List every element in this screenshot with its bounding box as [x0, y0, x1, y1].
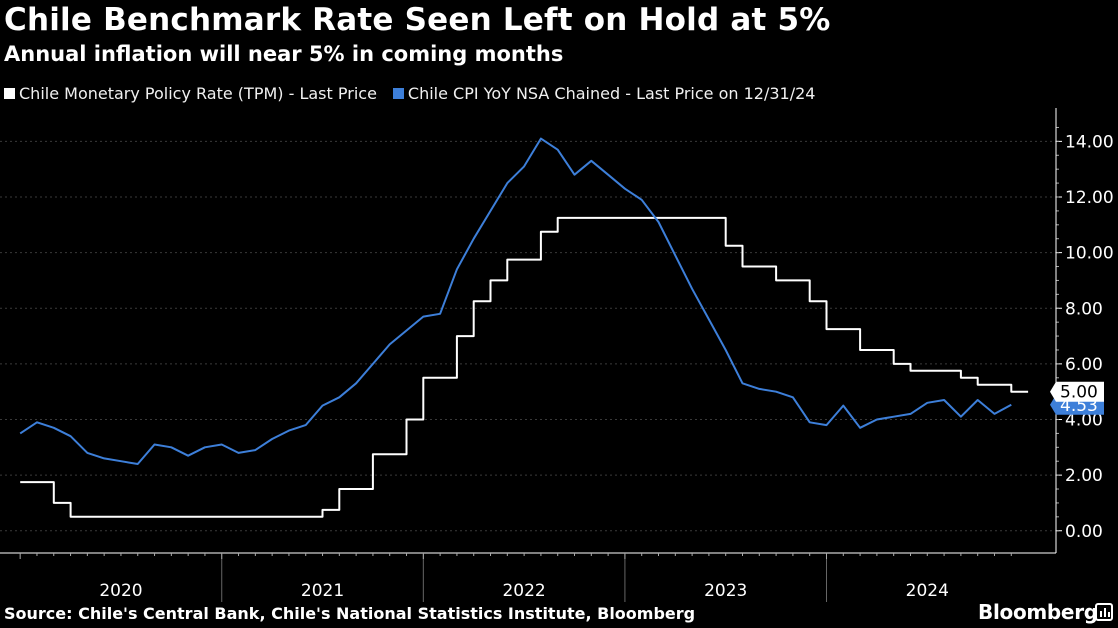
- legend-label-rate: Chile Monetary Policy Rate (TPM) - Last …: [19, 84, 377, 103]
- y-tick-label: 10.00: [1065, 244, 1114, 264]
- x-tick-label: 2024: [906, 581, 949, 601]
- x-tick-label: 2020: [99, 581, 142, 601]
- series-line-policy-rate: [20, 216, 1029, 518]
- series-line-cpi: [19, 137, 1012, 465]
- legend-swatch-cpi: [392, 88, 404, 99]
- last-value-label-rate: 5.00: [1060, 383, 1098, 403]
- y-tick-label: 8.00: [1065, 299, 1103, 319]
- brand-logo: Bloomberg: [978, 600, 1098, 624]
- chart-title: Chile Benchmark Rate Seen Left on Hold a…: [4, 2, 831, 38]
- chart-subtitle: Annual inflation will near 5% in coming …: [4, 42, 564, 66]
- legend: Chile Monetary Policy Rate (TPM) - Last …: [4, 84, 831, 103]
- y-tick-label: 4.00: [1065, 411, 1103, 431]
- bar-chart-icon: [1095, 603, 1113, 621]
- source-note: Source: Chile's Central Bank, Chile's Na…: [4, 604, 696, 623]
- y-tick-label: 6.00: [1065, 355, 1103, 375]
- y-tick-label: 12.00: [1065, 188, 1114, 208]
- x-tick-label: 2022: [502, 581, 545, 601]
- y-tick-label: 2.00: [1065, 466, 1103, 486]
- last-value-label-rate-bg: [1050, 381, 1104, 402]
- legend-item-rate: Chile Monetary Policy Rate (TPM) - Last …: [4, 84, 377, 103]
- y-tick-label: 0.00: [1065, 522, 1103, 542]
- y-tick-label: 14.00: [1065, 132, 1114, 152]
- x-tick-label: 2023: [704, 581, 747, 601]
- legend-swatch-rate: [4, 88, 15, 99]
- legend-item-cpi: Chile CPI YoY NSA Chained - Last Price o…: [392, 84, 816, 103]
- x-tick-label: 2021: [301, 581, 344, 601]
- legend-label-cpi: Chile CPI YoY NSA Chained - Last Price o…: [407, 84, 816, 103]
